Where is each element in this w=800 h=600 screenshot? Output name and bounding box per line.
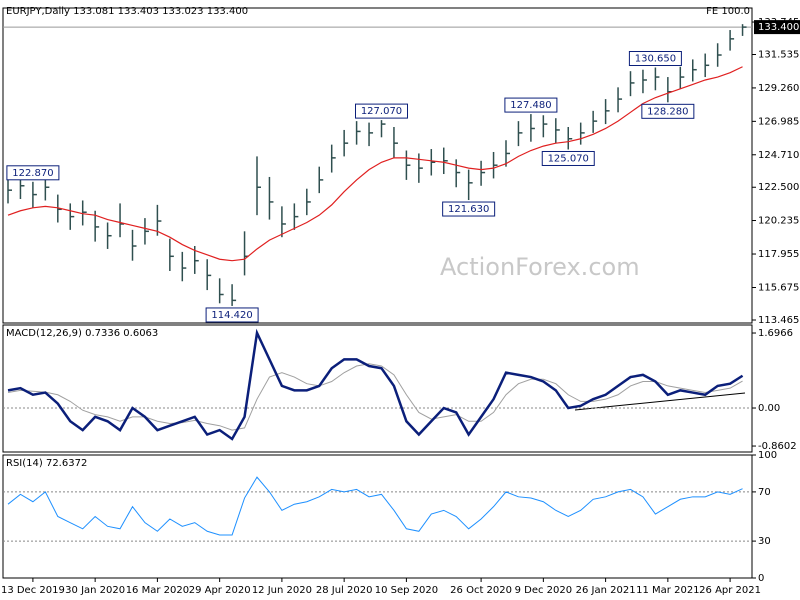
annotation-label: 130.650	[635, 54, 676, 65]
x-tick-label: 12 Jun 2020	[252, 585, 312, 596]
x-tick-label: 9 Dec 2020	[515, 585, 573, 596]
y-tick-label: 0.00	[758, 403, 780, 414]
signal-line	[7, 363, 743, 431]
y-tick-label: 129.260	[758, 83, 799, 94]
annotation-box	[355, 103, 408, 119]
y-tick-label: -0.8602	[758, 441, 797, 452]
x-tick-label: 10 Sep 2020	[375, 585, 438, 596]
x-tick-label: 29 Apr 2020	[189, 585, 251, 596]
y-tick-label: 70	[758, 487, 771, 498]
y-tick-label: 120.235	[758, 216, 799, 227]
price-pane	[2, 7, 753, 324]
x-tick-label: 11 Mar 2021	[636, 585, 699, 596]
x-tick-label: 30 Jan 2020	[65, 585, 125, 596]
annotation-box	[641, 103, 695, 119]
annotation-box	[6, 165, 60, 181]
annotation-box	[205, 307, 259, 323]
rsi-title: RSI(14) 72.6372	[6, 458, 87, 469]
annotation-box	[504, 97, 558, 113]
annotation-label: 121.630	[448, 204, 489, 215]
macd-pane	[2, 324, 753, 453]
x-tick-label: 26 Jan 2021	[576, 585, 636, 596]
y-tick-label: 117.955	[758, 249, 799, 260]
x-tick-label: 26 Apr 2021	[699, 585, 761, 596]
x-tick-label: 13 Dec 2019	[1, 585, 65, 596]
annotation-label: 127.480	[510, 100, 551, 111]
rsi-line	[7, 476, 743, 536]
moving-average	[7, 66, 743, 262]
y-tick-label: 115.675	[758, 283, 799, 294]
annotation-label: 114.420	[211, 310, 252, 321]
annotation-box	[628, 51, 682, 67]
y-tick-label: 131.535	[758, 50, 799, 61]
y-tick-label: 113.465	[758, 315, 799, 326]
y-tick-label: 0	[758, 573, 764, 584]
x-tick-label: 26 Oct 2020	[450, 585, 512, 596]
y-tick-label: 122.500	[758, 182, 799, 193]
last-price-box	[754, 20, 800, 35]
annotation-label: 128.280	[647, 106, 688, 117]
annotation-box	[442, 201, 496, 217]
y-tick-label: 126.985	[758, 116, 799, 127]
annotation-label: 122.870	[12, 168, 53, 179]
watermark: ActionForex.com	[440, 253, 640, 281]
annotation-box	[541, 150, 595, 166]
rsi-pane	[2, 454, 753, 579]
chart-title: EURJPY,Daily 133.081 133.403 133.023 133…	[6, 6, 248, 17]
y-tick-label: 124.710	[758, 150, 799, 161]
y-tick-label: 30	[758, 536, 771, 547]
annotation-label: 125.070	[548, 153, 589, 164]
annotation-label: 127.070	[361, 106, 402, 117]
y-tick-label: 1.6966	[758, 328, 793, 339]
y-tick-label: 100	[758, 450, 777, 461]
macd-trendline	[574, 392, 746, 411]
last-price-label: 133.400	[758, 22, 799, 33]
macd-line	[7, 328, 744, 441]
macd-title: MACD(12,26,9) 0.7336 0.6063	[6, 328, 158, 339]
corner-label: FE 100.0	[706, 6, 750, 17]
x-tick-label: 28 Jul 2020	[316, 585, 373, 596]
x-tick-label: 16 Mar 2020	[126, 585, 189, 596]
